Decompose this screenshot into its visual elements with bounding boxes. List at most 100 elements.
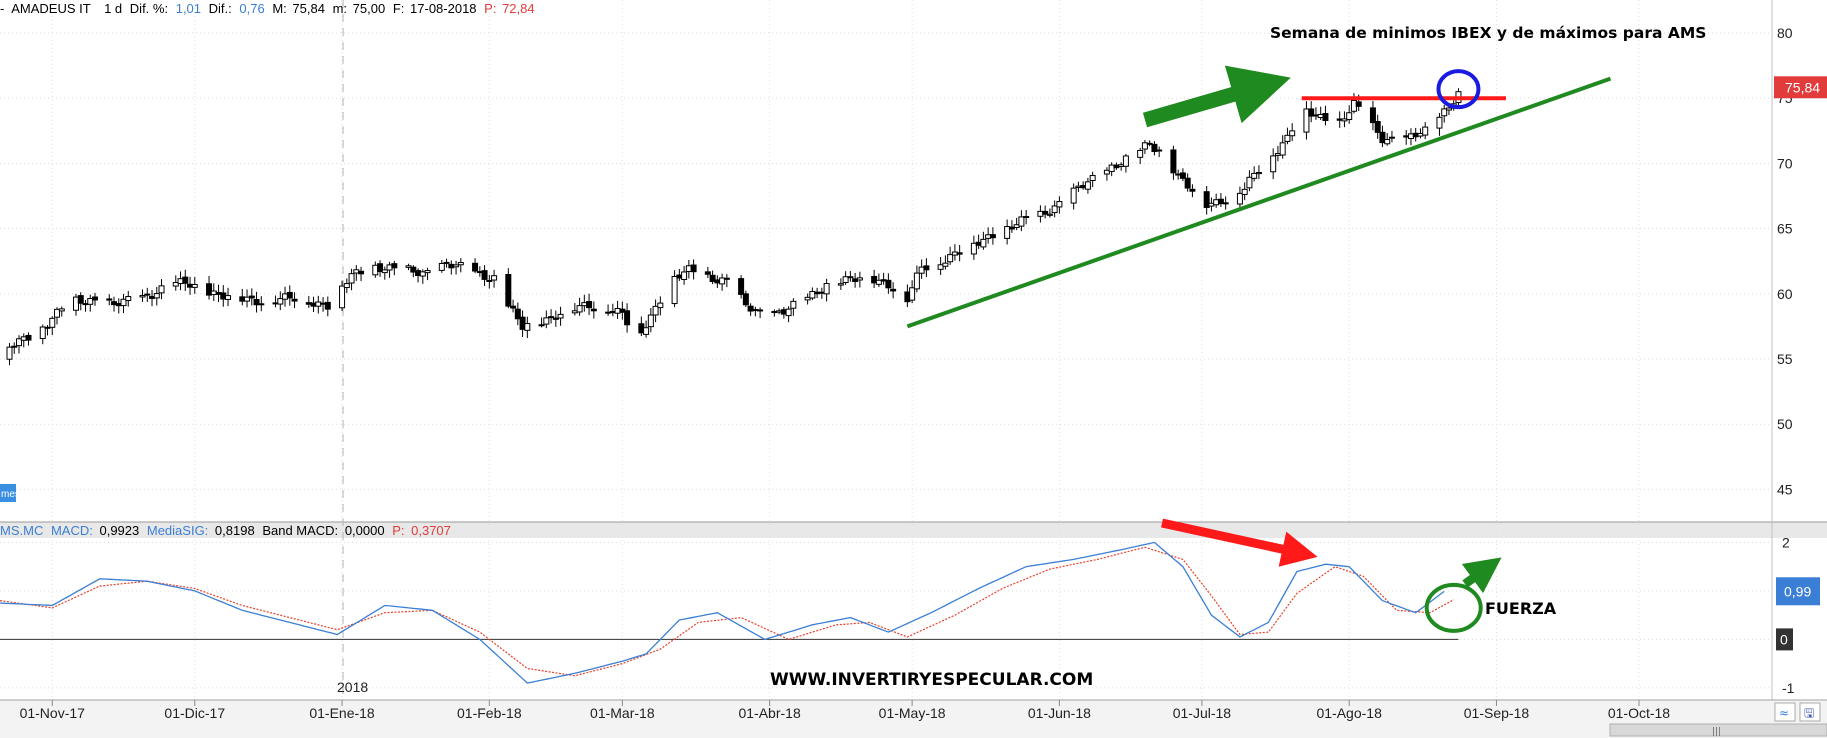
candle-body <box>1137 149 1144 158</box>
candle-body <box>704 271 711 275</box>
candle-body <box>519 316 526 330</box>
candlestick-series <box>6 88 1462 366</box>
candle-body <box>272 302 279 305</box>
horizontal-scrollbar[interactable] <box>1609 723 1827 737</box>
save-button[interactable] <box>1799 702 1821 722</box>
candle-body <box>752 309 759 312</box>
candle-body <box>685 265 692 272</box>
candle-body <box>890 288 897 292</box>
candle-body <box>1004 226 1011 239</box>
candle-body <box>738 278 745 295</box>
candle-body <box>177 278 184 285</box>
candle-body <box>852 278 859 283</box>
candle-body <box>871 275 878 284</box>
candle-body <box>11 345 18 348</box>
x-tick-label: 01-Feb-18 <box>457 705 522 721</box>
zoom-wave-button[interactable] <box>1774 702 1796 722</box>
candle-body <box>453 264 460 268</box>
candle-body <box>742 293 749 306</box>
candle-body <box>947 254 954 263</box>
candle-body <box>92 296 99 301</box>
candle-body <box>1184 177 1191 189</box>
candle-body <box>1008 226 1015 230</box>
candle-body <box>73 296 80 311</box>
x-tick-label: 01-Jun-18 <box>1028 705 1091 721</box>
candle-body <box>1175 173 1182 176</box>
candle-body <box>847 276 854 279</box>
candle-body <box>552 317 559 320</box>
price-y-tick-label: 80 <box>1777 25 1793 41</box>
candle-body <box>1013 224 1020 229</box>
candle-body <box>220 292 227 300</box>
price-header: - AMADEUS IT 1 d Dif. %: 1,01 Dif.: 0,76… <box>0 1 535 16</box>
candle-body <box>1407 133 1414 139</box>
candle-body <box>918 266 925 274</box>
candle-body <box>149 296 156 299</box>
candle-body <box>476 271 483 274</box>
candle-body <box>277 298 284 305</box>
candle-body <box>823 283 830 295</box>
candle-body <box>25 334 32 341</box>
candle-body <box>1151 143 1158 153</box>
candle-body <box>1080 185 1087 189</box>
candle-body <box>1037 210 1044 217</box>
macd-line <box>0 541 1445 684</box>
candle-body <box>481 270 488 280</box>
candle-body <box>1255 171 1262 175</box>
candle-body <box>505 273 512 307</box>
candle-body <box>77 295 84 304</box>
candle-body <box>191 284 198 288</box>
candle-body <box>647 314 654 328</box>
candle-body <box>1436 116 1443 129</box>
candle-body <box>619 308 626 313</box>
candle-body <box>1189 188 1196 192</box>
candle-body <box>1179 172 1186 179</box>
side-tag <box>0 484 16 502</box>
x-tick-label: 01-Mar-18 <box>590 705 655 721</box>
candle-body <box>671 276 678 305</box>
macd-y-tick-label: -1 <box>1782 680 1795 696</box>
candle-body <box>524 323 531 331</box>
candle-body <box>1141 142 1148 150</box>
macd-header-band <box>0 522 1827 538</box>
x-tick-label: 01-Nov-17 <box>20 705 86 721</box>
candle-body <box>472 262 479 272</box>
candle-body <box>1070 187 1077 204</box>
candle-body <box>443 261 450 264</box>
annotation-website: WWW.INVERTIRYESPECULAR.COM <box>770 670 1093 690</box>
candle-body <box>1422 126 1429 136</box>
side-tag-label: mes <box>1 489 20 500</box>
price-y-tick-label: 55 <box>1777 351 1793 367</box>
candle-body <box>448 263 455 269</box>
candle-body <box>657 302 664 309</box>
candle-body <box>1156 149 1163 152</box>
candle-body <box>1303 108 1310 133</box>
candle-body <box>1084 181 1091 190</box>
candle-body <box>1251 172 1258 179</box>
candle-body <box>320 302 327 305</box>
candle-body <box>1203 191 1210 208</box>
candle-body <box>548 316 555 319</box>
candle-body <box>909 287 916 301</box>
candle-body <box>1089 175 1096 182</box>
candle-body <box>1384 138 1391 145</box>
candle-body <box>82 303 89 306</box>
x-tick-label: 01-Jul-18 <box>1173 705 1232 721</box>
x-tick-label: 01-May-18 <box>879 705 946 721</box>
candle-body <box>125 296 132 302</box>
macd-y-tick-label: 2 <box>1782 534 1790 550</box>
candle-body <box>20 336 27 341</box>
candle-body <box>543 317 550 325</box>
candle-body <box>576 305 583 313</box>
candle-body <box>923 265 930 271</box>
candle-body <box>624 310 631 326</box>
candle-body <box>486 279 493 282</box>
candle-body <box>39 326 46 340</box>
candle-body <box>714 279 721 284</box>
candle-body <box>87 298 94 305</box>
candle-body <box>856 277 863 281</box>
candle-body <box>719 277 726 285</box>
candle-body <box>415 270 422 277</box>
candle-body <box>676 274 683 279</box>
